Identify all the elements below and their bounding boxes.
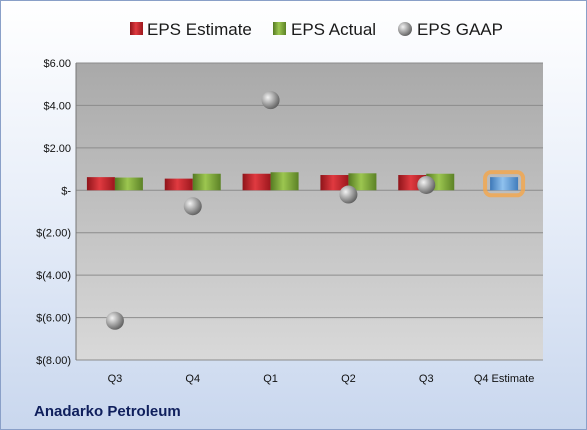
eps-gaap-point [417,175,436,194]
eps-gaap-point [261,91,280,110]
x-tick-label: Q3 [108,373,123,385]
y-tick-label: $6.00 [43,58,71,70]
company-name: Anadarko Petroleum [34,403,181,420]
x-axis-ticks: Q3 Q4 Q1 Q2 Q3 Q4 Estimate [108,373,535,385]
eps-estimate-bar [242,173,271,191]
eps-gaap-point [339,185,358,204]
y-tick-label: $(2.00) [36,228,71,240]
eps-gaap-point [105,311,124,330]
x-tick-label: Q3 [419,373,434,385]
eps-estimate-bar [164,178,193,191]
eps-actual-bar [192,173,221,191]
legend-label-actual: EPS Actual [291,20,376,39]
q4-estimate-bar [490,177,519,191]
eps-actual-bar [348,173,377,191]
eps-gaap-point [183,197,202,216]
eps-actual-bar [270,172,299,191]
x-tick-label: Q4 [185,373,200,385]
y-axis-ticks: $6.00 $4.00 $2.00 $- $(2.00) $(4.00) $(6.00) $(… [36,58,71,367]
x-tick-label: Q4 Estimate [474,373,535,385]
y-tick-label: $(8.00) [36,355,71,367]
bars [86,170,526,198]
x-tick-label: Q1 [263,373,278,385]
y-tick-label: $(6.00) [36,313,71,325]
legend-swatch-estimate [130,22,143,35]
y-tick-label: $4.00 [43,100,71,112]
y-tick-label: $- [61,185,71,197]
legend-label-gaap: EPS GAAP [417,20,503,39]
gridlines [75,62,543,361]
eps-actual-bar [114,177,143,191]
plot-area [76,63,543,360]
legend: EPS Estimate EPS Actual EPS GAAP [130,20,503,39]
x-tick-label: Q2 [341,373,356,385]
gaap-points [105,91,436,330]
q4-estimate-glow [483,170,526,198]
legend-swatch-gaap [398,22,412,36]
legend-label-estimate: EPS Estimate [147,20,252,39]
y-tick-label: $2.00 [43,143,71,155]
y-tick-label: $(4.00) [36,270,71,282]
eps-estimate-bar [86,177,115,191]
eps-estimate-bar [320,175,349,191]
legend-swatch-actual [273,22,286,35]
